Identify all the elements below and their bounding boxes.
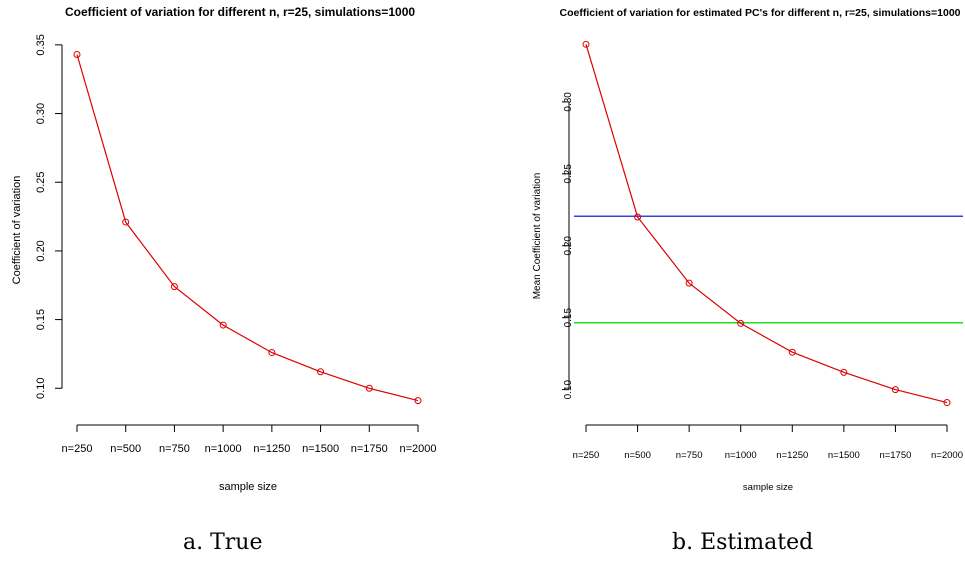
data-point [414, 397, 422, 405]
data-point [634, 213, 642, 221]
x-axis: n=250 n=500 n=750 n=1000 n=1250 n=1500 n=1750 n… [62, 424, 437, 455]
caption-true: a. True [183, 530, 263, 555]
data-point [170, 283, 178, 291]
y-tick-label: 0.20 [35, 240, 47, 261]
y-tick-label: 0.20 [563, 236, 574, 256]
x-tick-label: n=1750 [351, 443, 388, 455]
data-point [840, 368, 848, 376]
y-tick-label: 0.25 [35, 172, 47, 193]
data-point [73, 50, 81, 58]
reference-lines [574, 215, 963, 324]
x-tick-label: n=750 [676, 450, 703, 461]
x-tick-label: n=1500 [828, 450, 860, 461]
series-line [585, 44, 948, 404]
x-tick-label: n=2000 [399, 443, 436, 455]
x-axis-label: sample size [219, 481, 277, 493]
x-tick-label: n=1500 [302, 443, 339, 455]
x-axis-label: sample size [743, 482, 793, 493]
data-point [317, 368, 325, 376]
y-tick-label: 0.15 [35, 309, 47, 330]
data-point [268, 349, 276, 357]
series-line [76, 54, 419, 402]
x-tick-label: n=250 [573, 450, 600, 461]
data-point [582, 40, 590, 48]
data-point [685, 279, 693, 287]
chart-title: Coefficient of variation for different n… [65, 5, 415, 19]
data-point [219, 321, 227, 329]
x-tick-label: n=1750 [879, 450, 911, 461]
x-tick-label: n=1250 [776, 450, 808, 461]
figure-canvas: Coefficient of variation for different n… [11, 5, 963, 493]
x-tick-label: n=500 [110, 443, 141, 455]
x-tick-label: n=2000 [931, 450, 963, 461]
y-tick-label: 0.25 [563, 164, 574, 184]
x-tick-label: n=250 [62, 443, 93, 455]
y-tick-label: 0.10 [563, 379, 574, 399]
data-point [943, 399, 951, 407]
data-point [737, 319, 745, 327]
x-tick-label: n=1250 [253, 443, 290, 455]
data-point [891, 386, 899, 394]
x-tick-label: n=1000 [725, 450, 757, 461]
data-series [73, 50, 422, 405]
caption-estimated: b. Estimated [672, 530, 814, 555]
chart-title: Coefficient of variation for estimated P… [559, 7, 960, 19]
data-point [122, 218, 130, 226]
y-axis-label: Coefficient of variation [11, 176, 23, 285]
data-point [365, 384, 373, 392]
y-tick-label: 0.15 [563, 308, 574, 328]
chart-panel-true: Coefficient of variation for different n… [11, 5, 437, 493]
y-tick-label: 0.10 [35, 378, 47, 399]
x-axis: n=250 n=500 n=750 n=1000 n=1250 n=1500 n=1750 n… [573, 424, 963, 461]
x-tick-label: n=1000 [205, 443, 242, 455]
y-axis: 0.10 0.15 0.20 0.25 0.30 0.35 [35, 34, 63, 399]
y-tick-label: 0.30 [35, 103, 47, 124]
x-tick-label: n=750 [159, 443, 190, 455]
data-point [788, 348, 796, 356]
x-tick-label: n=500 [624, 450, 651, 461]
y-tick-label: 0.35 [35, 34, 47, 55]
data-series [582, 40, 951, 407]
y-axis-label: Mean Coefficient of variation [532, 173, 543, 300]
y-tick-label: 0.30 [563, 92, 574, 112]
y-axis: 0.10 0.15 0.20 0.25 0.30 [562, 92, 574, 399]
chart-panel-estimated: Coefficient of variation for estimated P… [532, 7, 963, 493]
